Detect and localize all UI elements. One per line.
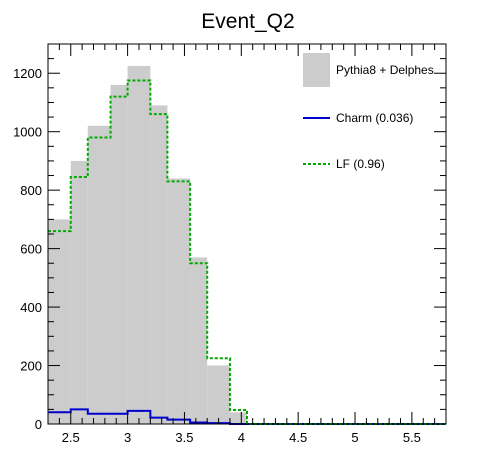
bar-pythia8-delphes — [190, 257, 208, 424]
bar-pythia8-delphes — [48, 219, 71, 424]
y-tick-label: 800 — [20, 183, 42, 198]
x-tick-label: 4.5 — [289, 430, 307, 445]
axes: 2.5 3 3.5 4 4.5 5 5.5 0 200 400 600 800 1000 1200 — [13, 43, 447, 445]
x-tick-label: 5 — [351, 430, 358, 445]
x-tick-label: 5.5 — [403, 430, 421, 445]
y-tick-label: 400 — [20, 300, 42, 315]
x-tick-label: 3 — [124, 430, 131, 445]
bar-pythia8-delphes — [127, 65, 151, 424]
series-line-lf — [48, 79, 446, 425]
bar-pythia8-delphes — [229, 412, 247, 424]
legend-label: Charm (0.036) — [336, 111, 413, 125]
bar-pythia8-delphes — [207, 365, 230, 424]
y-tick-label: 0 — [35, 417, 42, 432]
x-tick-label: 2.5 — [62, 430, 80, 445]
bar-pythia8-delphes — [167, 178, 191, 424]
y-tick-label: 200 — [20, 359, 42, 374]
series-line-charm — [48, 408, 446, 425]
plot-area — [48, 65, 446, 425]
legend-label: LF (0.96) — [336, 157, 385, 171]
y-tick-label: 600 — [20, 242, 42, 257]
y-tick-label: 1200 — [13, 66, 42, 81]
legend-label: Pythia8 + Delphes — [336, 63, 434, 77]
x-tick-label: 4 — [238, 430, 245, 445]
x-tick-label: 3.5 — [175, 430, 193, 445]
legend: Pythia8 + Delphes Charm (0.036) LF (0.96) — [303, 53, 434, 171]
bar-pythia8-delphes — [150, 105, 168, 424]
bar-pythia8-delphes — [70, 160, 88, 424]
y-tick-label: 1000 — [13, 125, 42, 140]
bar-pythia8-delphes — [110, 84, 128, 424]
chart-title: Event_Q2 — [201, 10, 294, 33]
legend-swatch-pythia8-delphes — [303, 53, 330, 87]
bar-pythia8-delphes — [87, 125, 111, 424]
